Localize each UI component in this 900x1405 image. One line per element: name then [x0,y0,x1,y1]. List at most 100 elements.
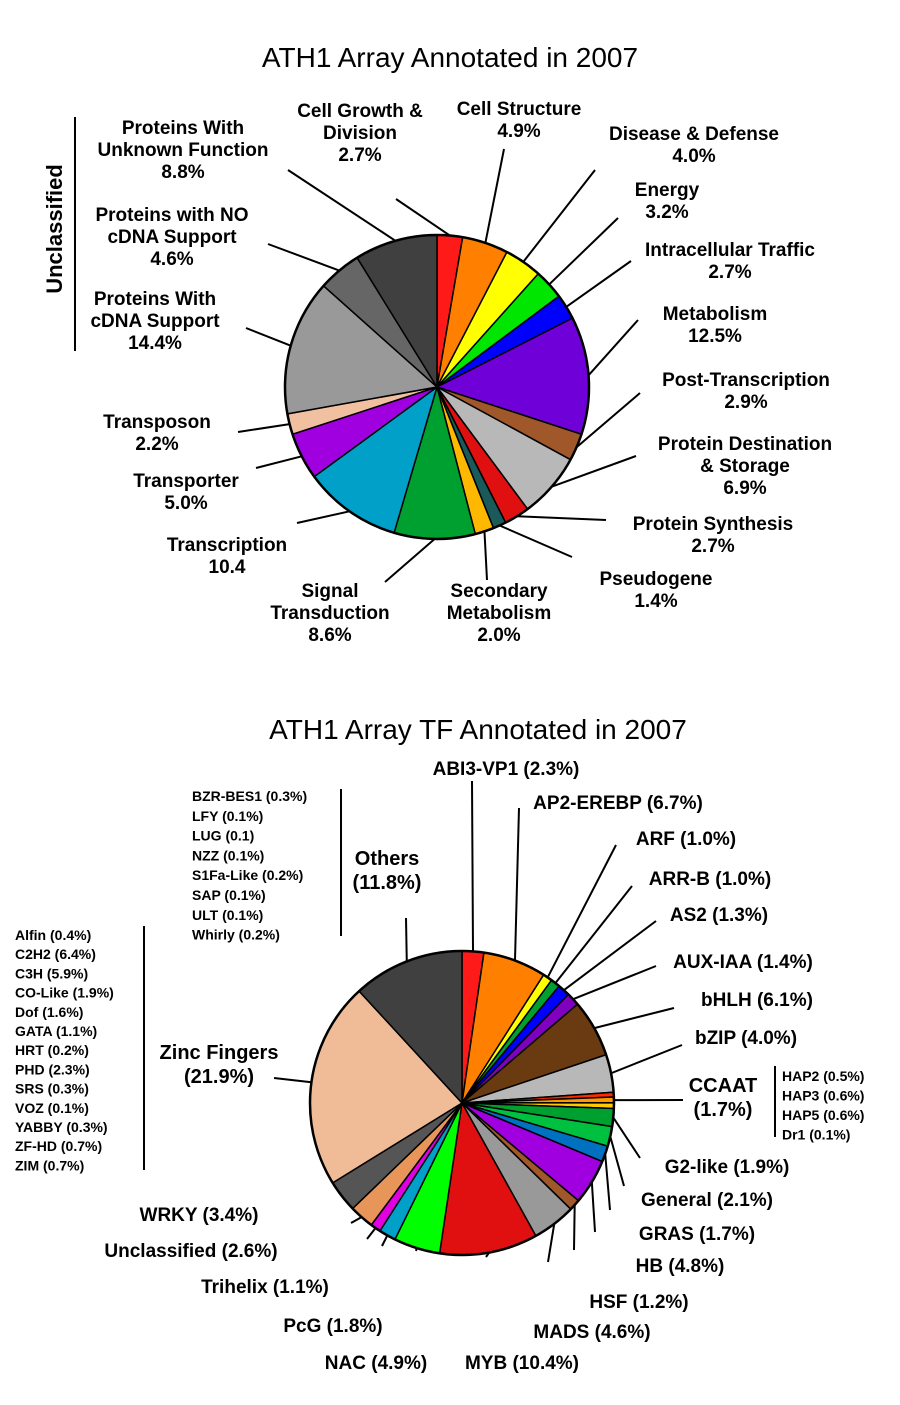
label-gras: GRAS (1.7%) [639,1224,755,1245]
label-signal-transduction-line-2: Transduction [270,603,389,624]
label-protein-synthesis-line-2: 2.7% [691,536,734,557]
chart2-title: ATH1 Array TF Annotated in 2007 [269,714,687,745]
zinc-fingers-group-label-line-1: Zinc Fingers [160,1042,279,1064]
zinc-member-dof-1-6: Dof (1.6%) [15,1004,83,1020]
label-transporter-line-1: Transporter [133,471,239,492]
label-disease-defense-line-1: Disease & Defense [609,124,779,145]
label-signal-transduction-line-1: Signal [301,581,358,602]
label-bhlh: bHLH (6.1%) [701,990,813,1011]
label-secondary-metabolism-line-2: Metabolism [447,603,552,624]
label-transcription-line-1: Transcription [167,535,287,556]
ccaat-group-label-line-1: CCAAT [689,1075,758,1097]
zinc-member-voz-0-1: VOZ (0.1%) [15,1100,89,1116]
zinc-member-gata-1-1: GATA (1.1%) [15,1023,97,1039]
zinc-member-phd-2-3: PHD (2.3%) [15,1061,90,1077]
label-transporter-line-2: 5.0% [164,493,207,514]
label-ap2-erebp: AP2-EREBP (6.7%) [533,793,703,814]
pie-chart-2-labels: ABI3-VP1 (2.3%) AP2-EREBP (6.7%) ARF (1.0%… [15,759,864,1374]
zinc-member-srs-0-3: SRS (0.3%) [15,1081,89,1097]
label-proteins-with-unknown-function-line-1: Proteins With [122,118,244,139]
label-protein-destination-storage-line-2: & Storage [700,456,790,477]
label-proteins-with-cdna-support-line-3: 14.4% [128,333,182,354]
label-proteins-with-cdna-support-line-2: cDNA Support [90,311,220,332]
label-pcg: PcG (1.8%) [283,1316,382,1337]
label-proteins-with-no-cdna-support-leader-line [267,243,340,272]
label-cell-structure-line-1: Cell Structure [457,99,582,120]
label-as2-leader-line [563,920,657,991]
label-proteins-with-no-cdna-support-line-2: cDNA Support [107,227,237,248]
label-mads-leader-line [547,1223,556,1263]
zinc-member-zf-hd-0-7: ZF-HD (0.7%) [15,1138,102,1154]
others-group-label-line-2: (11.8%) [353,872,422,894]
ccaat-member-hap2-0-5: HAP2 (0.5%) [782,1068,864,1084]
label-aux-iaa: AUX-IAA (1.4%) [673,952,813,973]
pie-outline [308,949,616,1257]
label-metabolism-leader-line [587,319,639,376]
label-bzip: bZIP (4.0%) [695,1028,797,1049]
zinc-member-yabby-0-3: YABBY (0.3%) [15,1119,108,1135]
label-transposon-line-1: Transposon [103,412,211,433]
label-hsf-leader-line [573,1205,576,1251]
label-wrky: WRKY (3.4%) [140,1205,259,1226]
others-member-ult-0-1: ULT (0.1%) [192,907,263,923]
label-protein-synthesis-line-1: Protein Synthesis [633,514,794,535]
ccaat-group-label-line-2: (1.7%) [694,1099,753,1121]
label-bhlh-leader-line [594,1007,675,1030]
unclassified-group-label: Unclassified [42,164,67,294]
ccaat-member-hap5-0-6: HAP5 (0.6%) [782,1107,864,1123]
others-member-nzz-0-1: NZZ (0.1%) [192,847,264,863]
label-cell-structure-line-2: 4.9% [497,121,540,142]
others-member-s1fa-like-0-2: S1Fa-Like (0.2%) [192,867,303,883]
label-protein-destination-storage-line-1: Protein Destination [658,434,832,455]
label-intracellular-traffic-leader-line [565,260,632,308]
label-trihelix-leader-line [366,1227,377,1240]
label-g2-like-leader-line [612,1117,641,1159]
label-trihelix: Trihelix (1.1%) [201,1277,329,1298]
others-member-bzr-bes1-0-3: BZR-BES1 (0.3%) [192,788,307,804]
label-proteins-with-unknown-function-line-2: Unknown Function [98,140,269,161]
label-energy-leader-line [548,217,619,286]
label-unclassified-leader-line [350,1216,363,1224]
label-pseudogene-line-2: 1.4% [634,591,677,612]
others-member-sap-0-1: SAP (0.1%) [192,887,266,903]
label-cell-structure-leader-line [484,148,505,244]
zinc-member-co-like-1-9: CO-Like (1.9%) [15,985,114,1001]
label-secondary-metabolism-leader-line [483,531,488,581]
label-energy-line-2: 3.2% [645,202,688,223]
chart1-title: ATH1 Array Annotated in 2007 [262,42,638,73]
label-bzip-leader-line [610,1044,683,1075]
label-energy-line-1: Energy [635,180,700,201]
label-intracellular-traffic-line-1: Intracellular Traffic [645,240,815,261]
label-myb-leader-line [485,1251,490,1258]
label-gras-leader-line [604,1153,611,1211]
label-pseudogene-leader-line [499,524,573,558]
label-proteins-with-unknown-function-line-3: 8.8% [161,162,204,183]
label-transposon-leader-line [237,423,290,433]
label-secondary-metabolism-line-1: Secondary [450,581,548,602]
label-post-transcription-line-2: 2.9% [724,392,767,413]
label-arf-leader-line [546,844,617,978]
others-member-whirly-0-2: Whirly (0.2%) [192,927,280,943]
label-transposon-line-2: 2.2% [135,434,178,455]
label-transcription-leader-line [296,510,350,524]
others-group-label-line-1: Others [355,848,419,870]
zinc-member-alfin-0-4: Alfin (0.4%) [15,927,91,943]
label-signal-transduction-line-3: 8.6% [308,625,351,646]
label-hb: HB (4.8%) [636,1256,725,1277]
label-disease-defense-line-2: 4.0% [672,146,715,167]
label-arr-b: ARR-B (1.0%) [649,869,771,890]
others-member-lfy-0-1: LFY (0.1%) [192,808,263,824]
label-proteins-with-no-cdna-support-line-1: Proteins with NO [95,205,248,226]
zinc-member-c3h-5-9: C3H (5.9%) [15,965,88,981]
pie-outline [283,233,591,541]
label-proteins-with-cdna-support-line-1: Proteins With [94,289,216,310]
label-mads: MADS (4.6%) [533,1322,650,1343]
label-nac-leader-line [415,1247,418,1252]
zinc-member-c2h2-6-4: C2H2 (6.4%) [15,946,96,962]
label-arr-b-leader-line [554,885,633,984]
pie-chart-1 [283,233,591,541]
label-nac: NAC (4.9%) [325,1353,427,1374]
label-myb: MYB (10.4%) [465,1353,579,1374]
